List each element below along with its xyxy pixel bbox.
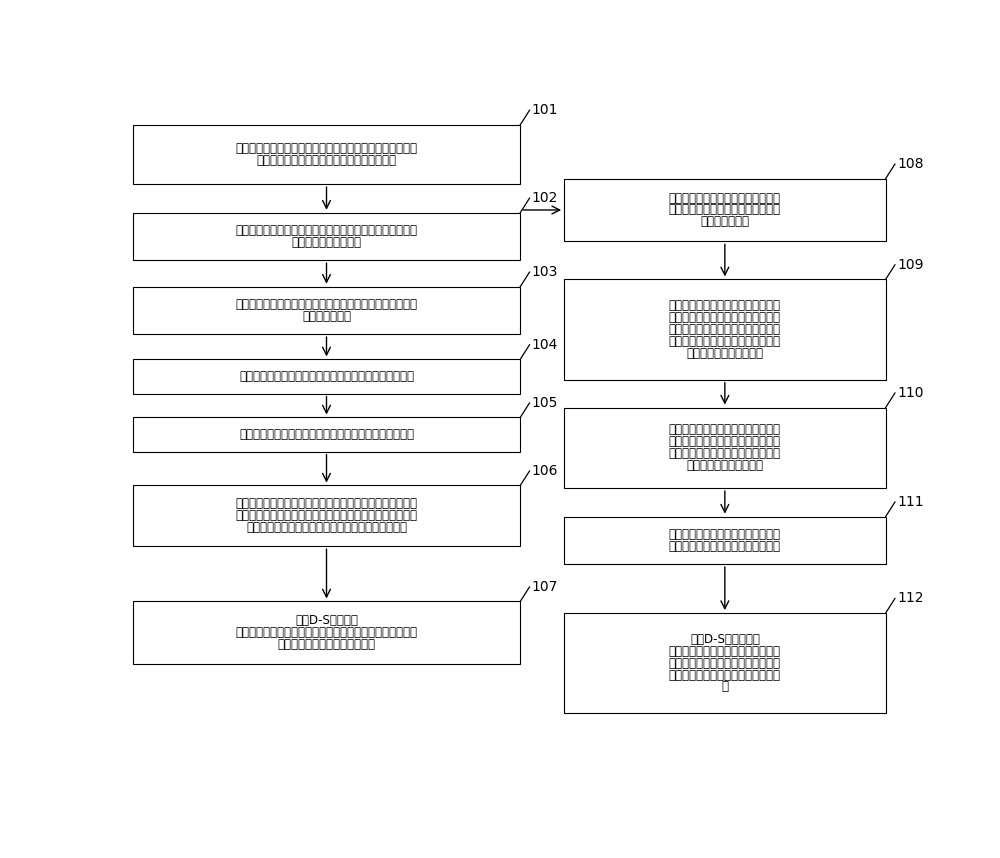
Text: 一空间坐标系下: 一空间坐标系下 (700, 215, 749, 228)
Text: 109: 109 (897, 257, 924, 272)
Text: 地层特征包括界面线特征量、界面层: 地层特征包括界面线特征量、界面层 (669, 447, 781, 460)
Text: 基于D-S证据理论: 基于D-S证据理论 (295, 614, 358, 627)
Text: 层剖面图像与所述海底地貌图像在统: 层剖面图像与所述海底地貌图像在统 (669, 203, 781, 216)
Text: 102: 102 (532, 191, 558, 205)
FancyBboxPatch shape (133, 486, 520, 547)
Text: 当所述海底地层剖面图像与所述海底: 当所述海底地层剖面图像与所述海底 (669, 299, 781, 312)
Text: 提取所述海底地层剖面分割图像中每: 提取所述海底地层剖面分割图像中每 (669, 424, 781, 437)
FancyBboxPatch shape (133, 213, 520, 260)
Text: 述海底地形图像为在统一空间坐标系下的图像: 述海底地形图像为在统一空间坐标系下的图像 (256, 154, 396, 167)
Text: 将多个所述分类结果和多个所述第二分类结果融合，得到水: 将多个所述分类结果和多个所述第二分类结果融合，得到水 (236, 626, 418, 639)
Text: 得到多个第一分类结果，将所述地形特征输入至多个所述训: 得到多个第一分类结果，将所述地形特征输入至多个所述训 (236, 510, 418, 523)
Text: 获取海底地貌图像和海底地形图像；所述海底地貌图像和所: 获取海底地貌图像和海底地形图像；所述海底地貌图像和所 (236, 142, 418, 155)
Text: 采用多分辨率图像分割算法对所述海底地貌图像进行分割，: 采用多分辨率图像分割算法对所述海底地貌图像进行分割， (236, 224, 418, 237)
Text: 104: 104 (532, 338, 558, 352)
Text: 到海底地层剖面分割图像: 到海底地层剖面分割图像 (686, 347, 763, 360)
Text: 112: 112 (897, 591, 924, 606)
Text: 叠的区域时，将所述海底地层剖面图: 叠的区域时，将所述海底地层剖面图 (669, 323, 781, 336)
Text: 103: 103 (532, 265, 558, 279)
Text: 特征量和表层剖面特征量: 特征量和表层剖面特征量 (686, 459, 763, 472)
FancyBboxPatch shape (133, 360, 520, 394)
Text: 将所述海底地形图像与所述海底地貌分割图像叠加，得到海: 将所述海底地形图像与所述海底地貌分割图像叠加，得到海 (236, 298, 418, 311)
Text: 105: 105 (532, 396, 558, 410)
FancyBboxPatch shape (133, 418, 520, 452)
FancyBboxPatch shape (564, 178, 886, 241)
FancyBboxPatch shape (564, 280, 886, 380)
Text: 基于D-S证据理论将: 基于D-S证据理论将 (690, 633, 760, 646)
Text: 得到海底地貌分割图像: 得到海底地貌分割图像 (292, 236, 362, 249)
Text: 底地形分割图像: 底地形分割图像 (302, 310, 351, 323)
Text: 提取所述海底地貌分割图像中每个地貌分割体的地貌特征: 提取所述海底地貌分割图像中每个地貌分割体的地貌特征 (239, 370, 414, 383)
Text: 将所述地貌特征输入至多个训练好的机器学习分类模型中，: 将所述地貌特征输入至多个训练好的机器学习分类模型中， (236, 498, 418, 511)
Text: 得到水下多源声学图像的底质分类结: 得到水下多源声学图像的底质分类结 (669, 668, 781, 681)
FancyBboxPatch shape (564, 517, 886, 564)
FancyBboxPatch shape (564, 613, 886, 713)
Text: 将所述地层特征输入至训练好的机器: 将所述地层特征输入至训练好的机器 (669, 528, 781, 541)
Text: 像与所述海底地貌分割图像叠加，得: 像与所述海底地貌分割图像叠加，得 (669, 335, 781, 348)
FancyBboxPatch shape (133, 124, 520, 184)
Text: 106: 106 (532, 464, 558, 478)
Text: 101: 101 (532, 103, 558, 118)
Text: 107: 107 (532, 580, 558, 594)
Text: 类结果以及所述第三分类结果融合，: 类结果以及所述第三分类结果融合， (669, 656, 781, 670)
FancyBboxPatch shape (564, 408, 886, 488)
FancyBboxPatch shape (133, 287, 520, 335)
Text: 个地层剖面分割体的地层特征；所述: 个地层剖面分割体的地层特征；所述 (669, 435, 781, 449)
Text: 下多源声学图像的底质分类结果: 下多源声学图像的底质分类结果 (278, 638, 376, 651)
Text: 获取海底地层剖面图像；所述海底地: 获取海底地层剖面图像；所述海底地 (669, 191, 781, 204)
Text: 学习分类模型中，得到第三分类结果: 学习分类模型中，得到第三分类结果 (669, 540, 781, 553)
Text: 108: 108 (897, 157, 924, 171)
Text: 练好的机器学习分类模型中，得到多个第二分类结果: 练好的机器学习分类模型中，得到多个第二分类结果 (246, 522, 407, 535)
FancyBboxPatch shape (133, 601, 520, 664)
Text: 多个所述分类结果、多个所述第二分: 多个所述分类结果、多个所述第二分 (669, 645, 781, 658)
Text: 果: 果 (721, 680, 728, 693)
Text: 110: 110 (897, 386, 924, 400)
Text: 地貌图像或所述海底地形图像存在重: 地貌图像或所述海底地形图像存在重 (669, 311, 781, 324)
Text: 111: 111 (897, 495, 924, 509)
Text: 提取所述海底地形分割图像中每个地形分割体的地形特征: 提取所述海底地形分割图像中每个地形分割体的地形特征 (239, 428, 414, 441)
